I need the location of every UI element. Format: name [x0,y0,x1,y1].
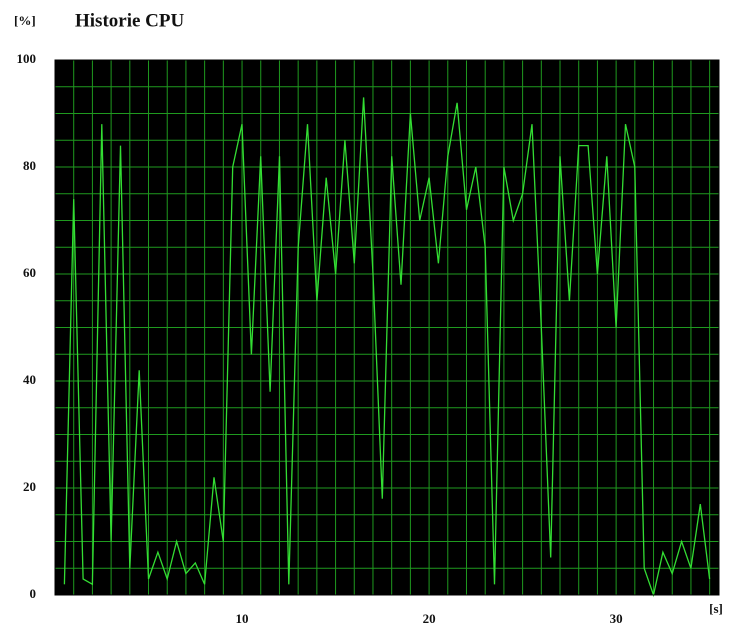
y-axis-label: [%] [14,13,36,28]
y-tick-label: 0 [30,586,37,601]
y-tick-label: 80 [23,158,36,173]
x-axis-label: [s] [709,601,723,616]
y-tick-label: 40 [23,372,36,387]
y-tick-label: 60 [23,265,36,280]
cpu-line [63,97,711,598]
y-tick-label: 100 [17,51,37,66]
plot-frame [54,59,720,596]
x-tick-label: 30 [610,611,623,626]
x-tick-label: 20 [423,611,436,626]
x-tick-label: 10 [236,611,249,626]
y-tick-label: 20 [23,479,36,494]
chart-title: Historie CPU [75,10,185,31]
